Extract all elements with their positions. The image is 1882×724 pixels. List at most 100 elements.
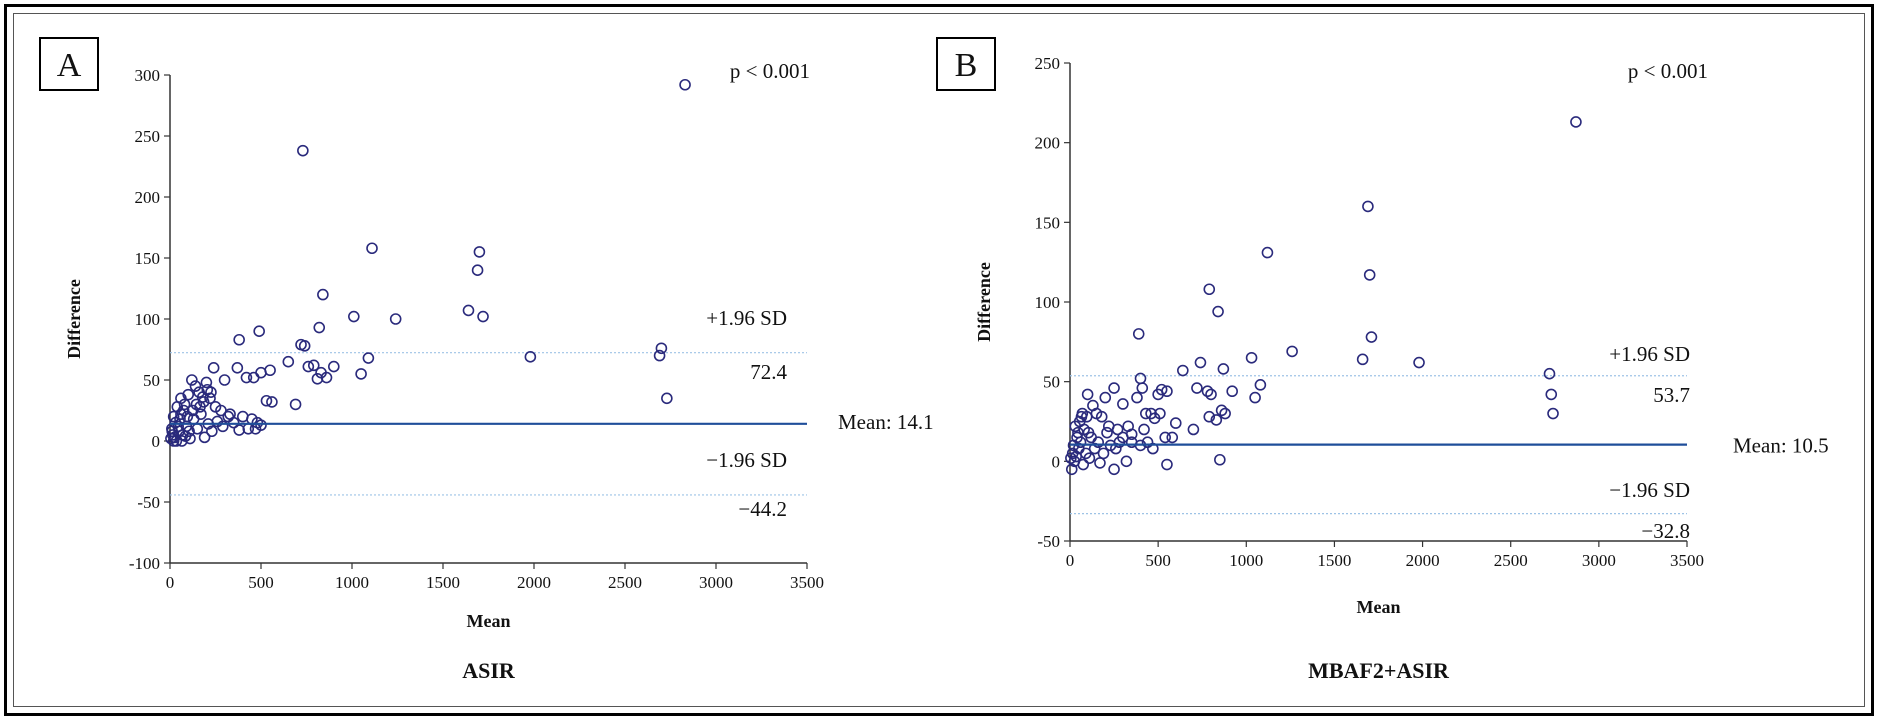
data-point xyxy=(198,431,211,444)
data-point xyxy=(302,360,315,373)
data-point xyxy=(1065,452,1077,464)
x-tick-label: 2500 xyxy=(608,573,642,592)
lower-loa-value: −44.2 xyxy=(738,497,787,521)
data-point xyxy=(1166,431,1179,444)
data-point xyxy=(1356,353,1369,366)
data-point xyxy=(1111,423,1124,436)
data-point xyxy=(1226,385,1238,398)
upper-loa-value: 53.7 xyxy=(1653,383,1690,407)
data-point xyxy=(1543,367,1556,380)
data-point xyxy=(1214,453,1226,466)
data-point xyxy=(661,392,673,405)
data-point xyxy=(1210,414,1223,426)
data-point xyxy=(313,321,326,334)
x-tick-label: 1000 xyxy=(1229,551,1263,570)
data-point xyxy=(177,404,190,417)
data-point xyxy=(362,352,375,364)
x-tick-label: 3500 xyxy=(1670,551,1704,570)
data-point xyxy=(233,333,245,346)
data-point xyxy=(297,144,309,157)
data-point xyxy=(298,340,311,352)
data-point xyxy=(462,304,475,317)
x-tick-label: 500 xyxy=(1145,551,1171,570)
data-point xyxy=(1087,399,1099,412)
y-tick-label: 100 xyxy=(1035,293,1061,312)
x-tick-label: 1500 xyxy=(426,573,460,592)
lower-loa-value: −32.8 xyxy=(1641,519,1690,543)
data-point xyxy=(355,368,367,380)
y-tick-label: 50 xyxy=(143,371,160,390)
data-point xyxy=(197,396,210,408)
data-point xyxy=(1212,305,1224,318)
mean-label: Mean: 10.5 xyxy=(1733,434,1829,458)
y-tick-label: -50 xyxy=(137,493,160,512)
data-point xyxy=(1169,417,1182,429)
data-point xyxy=(1203,410,1216,423)
panel-letter-box xyxy=(39,37,99,91)
data-point xyxy=(1097,447,1110,460)
y-tick-label: 200 xyxy=(135,188,161,207)
data-point xyxy=(389,313,402,325)
data-point xyxy=(205,386,217,399)
data-point xyxy=(1070,450,1082,463)
data-point xyxy=(679,78,691,91)
data-point xyxy=(1249,391,1261,404)
data-point xyxy=(1075,410,1088,423)
data-point xyxy=(1201,385,1214,398)
data-point xyxy=(1203,283,1216,296)
data-point xyxy=(233,424,245,436)
mean-label: Mean: 14.1 xyxy=(838,410,934,434)
data-point xyxy=(1138,423,1150,436)
data-point xyxy=(1217,363,1230,375)
upper-loa-label: +1.96 SD xyxy=(1609,342,1690,366)
y-tick-label: -50 xyxy=(1037,532,1060,551)
p-value-label: p < 0.001 xyxy=(730,59,810,83)
x-tick-label: 2000 xyxy=(517,573,551,592)
x-tick-label: 3500 xyxy=(790,573,824,592)
data-point xyxy=(1254,379,1267,391)
data-point xyxy=(1152,388,1164,401)
data-point xyxy=(471,264,484,277)
data-point xyxy=(1136,382,1149,394)
data-point xyxy=(1570,116,1582,128)
data-point xyxy=(348,310,360,323)
data-point xyxy=(1132,328,1145,340)
data-point xyxy=(366,242,378,255)
data-point xyxy=(1065,463,1078,476)
data-point xyxy=(1081,388,1094,401)
y-axis-label: Difference xyxy=(974,262,994,342)
data-point xyxy=(282,355,295,368)
p-value-label: p < 0.001 xyxy=(1628,59,1708,83)
data-point xyxy=(253,325,265,338)
upper-loa-value: 72.4 xyxy=(750,360,787,384)
y-tick-label: 150 xyxy=(135,249,161,268)
data-point xyxy=(166,425,178,438)
data-point xyxy=(165,432,177,445)
data-point xyxy=(1108,463,1120,476)
x-tick-label: 3000 xyxy=(699,573,733,592)
data-point xyxy=(1261,246,1274,259)
x-axis-label: Mean xyxy=(467,611,511,631)
data-point xyxy=(240,371,253,384)
data-point xyxy=(327,360,340,373)
data-point xyxy=(1205,388,1217,401)
y-tick-label: 200 xyxy=(1035,134,1061,153)
data-point xyxy=(1286,345,1298,358)
x-tick-label: 0 xyxy=(166,573,175,592)
data-point xyxy=(320,371,333,384)
data-point xyxy=(1187,423,1200,436)
data-point xyxy=(1134,372,1147,385)
data-point xyxy=(1092,436,1105,449)
data-point xyxy=(1080,410,1093,423)
data-point xyxy=(653,349,666,362)
data-point xyxy=(1219,407,1231,420)
x-axis-label: Mean xyxy=(1357,597,1401,617)
data-point xyxy=(1108,382,1120,394)
data-point xyxy=(1120,455,1133,468)
data-point xyxy=(183,425,195,438)
data-point xyxy=(167,410,180,423)
x-tick-label: 2500 xyxy=(1494,551,1528,570)
